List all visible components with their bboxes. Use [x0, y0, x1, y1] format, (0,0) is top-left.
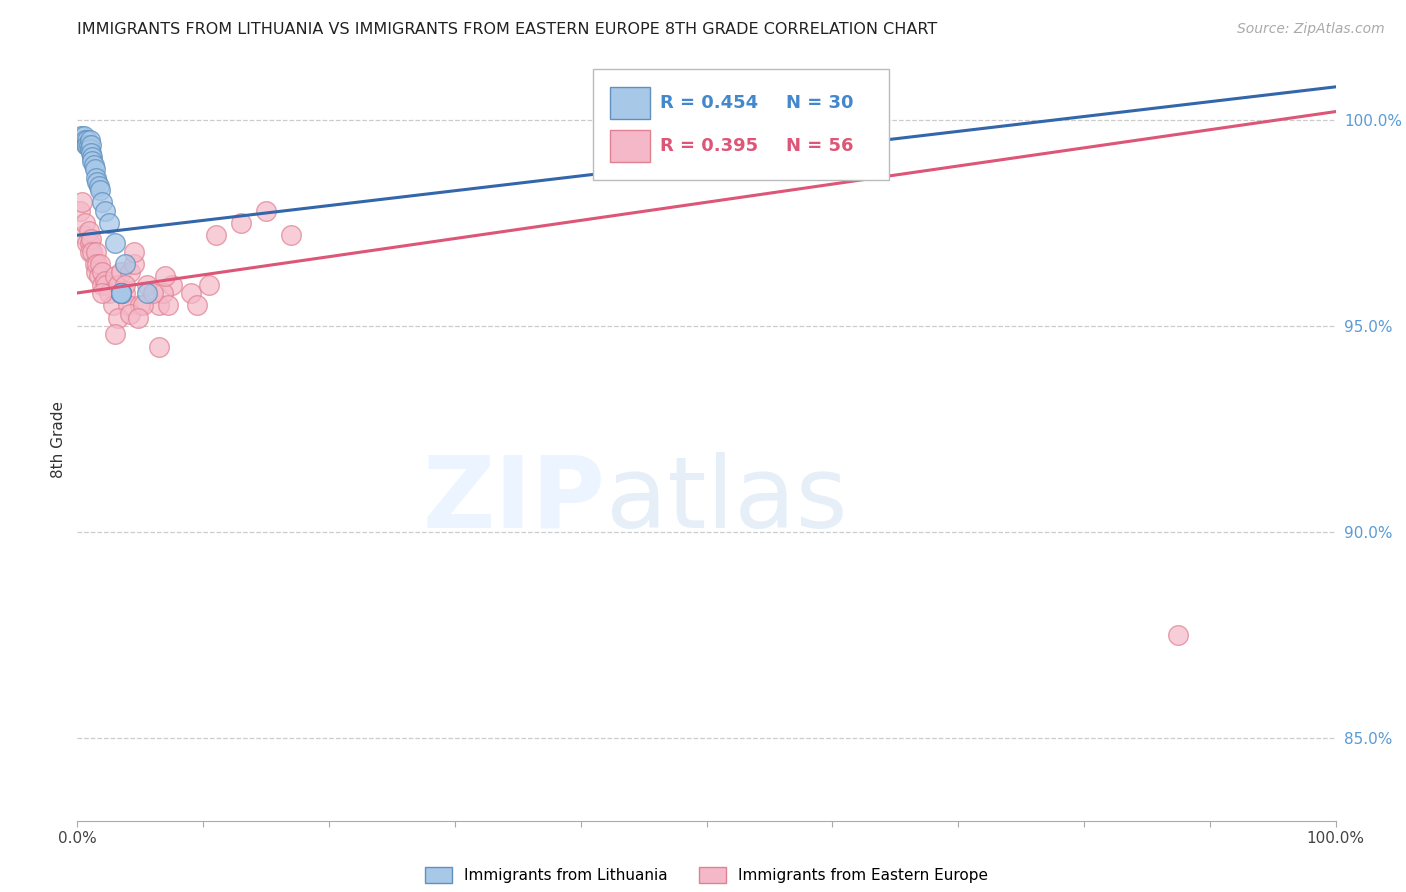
Point: [101, 298, 124, 312]
Point: [104, 327, 127, 342]
Point: [83, 158, 105, 172]
Point: [82, 244, 104, 259]
Point: [72, 228, 94, 243]
Point: [97, 216, 120, 230]
FancyBboxPatch shape: [610, 87, 650, 119]
Point: [89, 183, 111, 197]
Point: [69, 203, 91, 218]
Point: [129, 298, 152, 312]
Point: [122, 257, 145, 271]
Text: N = 56: N = 56: [786, 137, 853, 155]
Point: [254, 203, 277, 218]
Point: [86, 175, 108, 189]
Point: [152, 285, 174, 300]
Point: [280, 228, 302, 243]
Point: [110, 285, 132, 300]
Text: atlas: atlas: [606, 452, 848, 549]
Point: [77, 137, 100, 152]
Point: [186, 298, 208, 312]
Point: [97, 285, 120, 300]
Point: [148, 340, 170, 354]
Point: [110, 285, 132, 300]
Point: [198, 277, 221, 292]
Text: R = 0.395: R = 0.395: [659, 137, 758, 155]
Point: [76, 137, 98, 152]
Point: [204, 228, 226, 243]
Point: [96, 277, 118, 292]
Point: [84, 244, 107, 259]
Point: [104, 236, 127, 251]
Point: [180, 285, 202, 300]
FancyBboxPatch shape: [593, 70, 889, 180]
Text: ZIP: ZIP: [423, 452, 606, 549]
Point: [127, 310, 149, 325]
Point: [84, 257, 107, 271]
Point: [110, 285, 132, 300]
Point: [110, 285, 132, 300]
Point: [107, 310, 129, 325]
Text: IMMIGRANTS FROM LITHUANIA VS IMMIGRANTS FROM EASTERN EUROPE 8TH GRADE CORRELATIO: IMMIGRANTS FROM LITHUANIA VS IMMIGRANTS …: [77, 22, 938, 37]
Point: [135, 277, 157, 292]
Point: [82, 150, 104, 164]
Point: [80, 232, 103, 246]
Text: R = 0.454: R = 0.454: [659, 94, 758, 112]
Point: [120, 307, 142, 321]
Point: [142, 285, 165, 300]
Point: [76, 133, 98, 147]
Point: [1167, 628, 1189, 642]
Point: [77, 224, 100, 238]
Point: [160, 277, 183, 292]
Point: [110, 285, 132, 300]
Point: [79, 133, 101, 147]
Point: [229, 216, 252, 230]
Point: [76, 236, 98, 251]
Point: [84, 265, 107, 279]
Point: [86, 257, 108, 271]
Point: [114, 285, 136, 300]
Point: [80, 145, 103, 160]
Point: [117, 298, 139, 312]
Point: [72, 129, 94, 144]
Text: Source: ZipAtlas.com: Source: ZipAtlas.com: [1237, 22, 1385, 37]
Point: [104, 269, 127, 284]
Point: [132, 298, 155, 312]
Point: [72, 195, 94, 210]
Point: [110, 285, 132, 300]
Point: [107, 277, 129, 292]
Point: [87, 178, 110, 193]
Point: [91, 285, 114, 300]
Point: [73, 133, 96, 147]
Point: [91, 265, 114, 279]
Point: [87, 269, 110, 284]
Point: [82, 154, 104, 169]
Point: [73, 216, 96, 230]
Point: [91, 277, 114, 292]
Point: [148, 298, 170, 312]
Point: [110, 285, 132, 300]
Point: [94, 203, 117, 218]
Point: [84, 170, 107, 185]
Point: [79, 244, 101, 259]
Text: N = 30: N = 30: [786, 94, 853, 112]
Point: [89, 257, 111, 271]
Point: [156, 298, 179, 312]
Point: [155, 269, 177, 284]
Point: [120, 265, 142, 279]
Point: [79, 142, 101, 156]
Point: [84, 162, 107, 177]
Point: [94, 274, 117, 288]
Legend: Immigrants from Lithuania, Immigrants from Eastern Europe: Immigrants from Lithuania, Immigrants fr…: [419, 861, 994, 889]
Point: [75, 137, 97, 152]
Point: [122, 244, 145, 259]
Point: [114, 277, 136, 292]
Point: [135, 285, 157, 300]
Point: [70, 129, 93, 144]
Point: [114, 257, 136, 271]
Point: [80, 137, 103, 152]
Point: [91, 195, 114, 210]
Point: [79, 236, 101, 251]
Point: [110, 265, 132, 279]
Y-axis label: 8th Grade: 8th Grade: [51, 401, 66, 478]
FancyBboxPatch shape: [610, 130, 650, 162]
